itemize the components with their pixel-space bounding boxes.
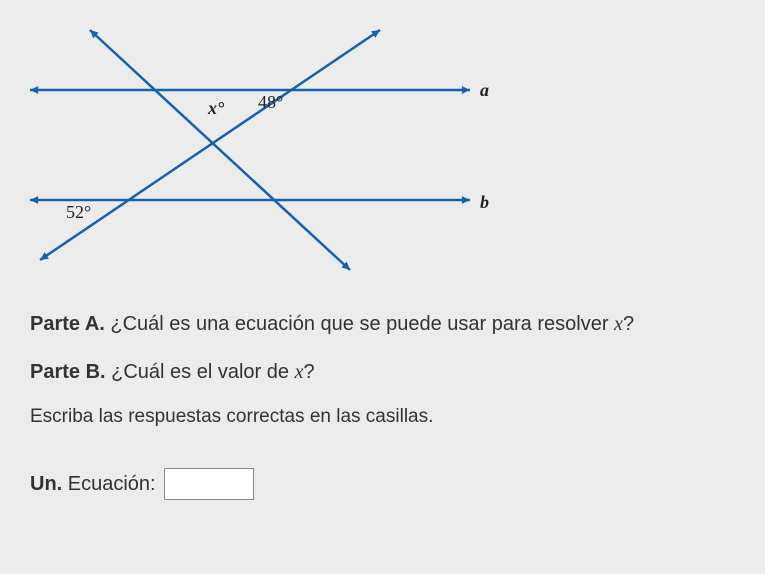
part-b-label: Parte B. <box>30 361 106 383</box>
part-b: Parte B. ¿Cuál es el valor de x? <box>30 358 745 386</box>
part-a-end: ? <box>623 313 634 335</box>
instructions: Escriba las respuestas correctas en las … <box>30 406 745 428</box>
diagram-label: b <box>480 192 489 213</box>
part-a-text: ¿Cuál es una ecuación que se puede usar … <box>105 313 614 335</box>
question-area: Parte A. ¿Cuál es una ecuación que se pu… <box>0 300 765 510</box>
answer-bold: Un. <box>30 473 62 495</box>
part-a: Parte A. ¿Cuál es una ecuación que se pu… <box>30 310 745 338</box>
answer-row: Un. Ecuación: <box>30 468 745 500</box>
part-a-label: Parte A. <box>30 313 105 335</box>
equation-input[interactable] <box>164 468 254 500</box>
diagram-label: 48° <box>258 92 283 113</box>
diagram-label: a <box>480 80 489 101</box>
answer-label: Ecuación: <box>62 473 155 495</box>
part-a-var: x <box>614 313 623 335</box>
part-b-text: ¿Cuál es el valor de <box>106 361 295 383</box>
geometry-diagram: a b 52° x° 48° <box>10 10 490 290</box>
diagram-label: 52° <box>66 202 91 223</box>
part-b-end: ? <box>303 361 314 383</box>
diagram-svg <box>10 10 490 290</box>
diagram-label: x° <box>208 98 224 119</box>
